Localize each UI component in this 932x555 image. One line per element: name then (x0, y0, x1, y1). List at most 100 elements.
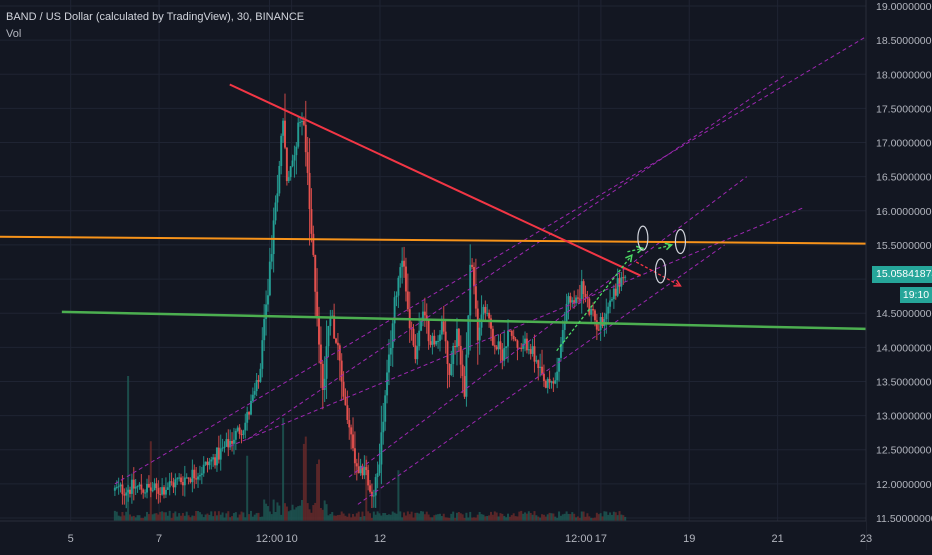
candle-body (206, 461, 209, 466)
volume-bar (314, 502, 317, 521)
candles (113, 93, 627, 509)
volume-bar (231, 516, 234, 521)
volume-bar (323, 500, 326, 521)
candle-body (365, 467, 368, 470)
volume-bar (176, 516, 179, 521)
green-arrow (627, 245, 645, 254)
price-tick-label: 17.50000000 (876, 103, 932, 115)
candle-body (397, 277, 400, 296)
candle-body (438, 334, 441, 341)
red-arrow-head (673, 279, 682, 287)
volume-bar (597, 514, 600, 521)
volume-bar (499, 513, 502, 521)
candle-body (616, 278, 619, 296)
candle-body (374, 477, 377, 496)
volume-bar (505, 517, 508, 521)
candle-body (420, 320, 423, 331)
candle-body (563, 322, 566, 330)
candle-body (270, 254, 273, 262)
volume-bar (457, 511, 460, 521)
volume-bar (115, 511, 118, 521)
volume-bar (550, 513, 553, 521)
candle-body (212, 457, 215, 460)
volume-bar (429, 517, 432, 521)
volume-bar (249, 510, 252, 521)
candle-body (361, 465, 364, 476)
volume-bar (263, 499, 266, 521)
volume-bar (438, 513, 441, 521)
candle-body (542, 373, 545, 382)
candle-body (142, 489, 145, 493)
candle-body (187, 477, 190, 479)
volume-bar (556, 517, 559, 521)
volume-bar (601, 516, 604, 521)
volume-bar (212, 516, 215, 521)
volume-bar (306, 503, 309, 521)
candle-body (350, 427, 353, 435)
symbol-title[interactable]: BAND / US Dollar (calculated by TradingV… (6, 11, 305, 23)
candle-body (316, 291, 319, 318)
candle-body (607, 306, 610, 314)
candle-body (308, 172, 311, 210)
candle-body (497, 341, 500, 350)
volume-bar (516, 516, 519, 521)
candle-body (367, 469, 370, 486)
volume-bar (261, 516, 264, 521)
candle-body (418, 330, 421, 347)
volume-bar (223, 517, 226, 521)
candle-body (372, 495, 375, 497)
candle-body (474, 286, 477, 309)
volume-bar (221, 512, 224, 521)
volume-bar (295, 507, 298, 521)
volume-bar (359, 516, 362, 521)
candle-body (295, 146, 298, 156)
candle-body (609, 300, 612, 307)
volume-bar (157, 514, 160, 521)
volume-bar (397, 470, 400, 521)
candle-body (592, 309, 595, 311)
green-arrow-head (664, 242, 674, 251)
volume-bar (620, 514, 623, 521)
candle-body (499, 341, 502, 350)
candle-body (335, 338, 338, 343)
candle-body (529, 349, 532, 354)
candle-body (537, 360, 540, 369)
candle-body (178, 477, 181, 479)
green-arrow-shaft (556, 254, 633, 352)
candle-body (287, 177, 290, 181)
candle-body (293, 155, 296, 161)
candle-body (274, 202, 277, 221)
candle-body (389, 348, 392, 355)
time-axis-background (0, 521, 866, 550)
candle-body (539, 366, 542, 369)
green-arrow-shaft (627, 247, 644, 253)
candle-body (153, 483, 156, 491)
volume-bar (408, 514, 411, 521)
volume-bar (138, 515, 141, 521)
volume-bar (455, 512, 458, 521)
volume-bar (459, 513, 462, 521)
volume-bar (622, 515, 625, 521)
volume-bar (242, 512, 245, 521)
volume-bar (174, 511, 177, 521)
candle-body (471, 264, 474, 267)
volume-bar (200, 514, 203, 521)
candle-body (503, 347, 506, 361)
volume-bar (603, 511, 606, 521)
volume-bar (576, 516, 579, 521)
volume-bar (144, 516, 147, 521)
volume-indicator-label[interactable]: Vol (6, 28, 22, 40)
volume-bar (172, 513, 175, 521)
volume-bar (346, 516, 349, 521)
candle-body (567, 296, 570, 304)
volume-bar (592, 518, 595, 521)
volume-bar (558, 511, 561, 521)
volume-bar (376, 511, 379, 521)
candle-body (217, 447, 220, 460)
volume-bar (573, 513, 576, 521)
candle-body (482, 306, 485, 315)
volume-bar (297, 506, 300, 521)
candle-body (232, 439, 235, 444)
